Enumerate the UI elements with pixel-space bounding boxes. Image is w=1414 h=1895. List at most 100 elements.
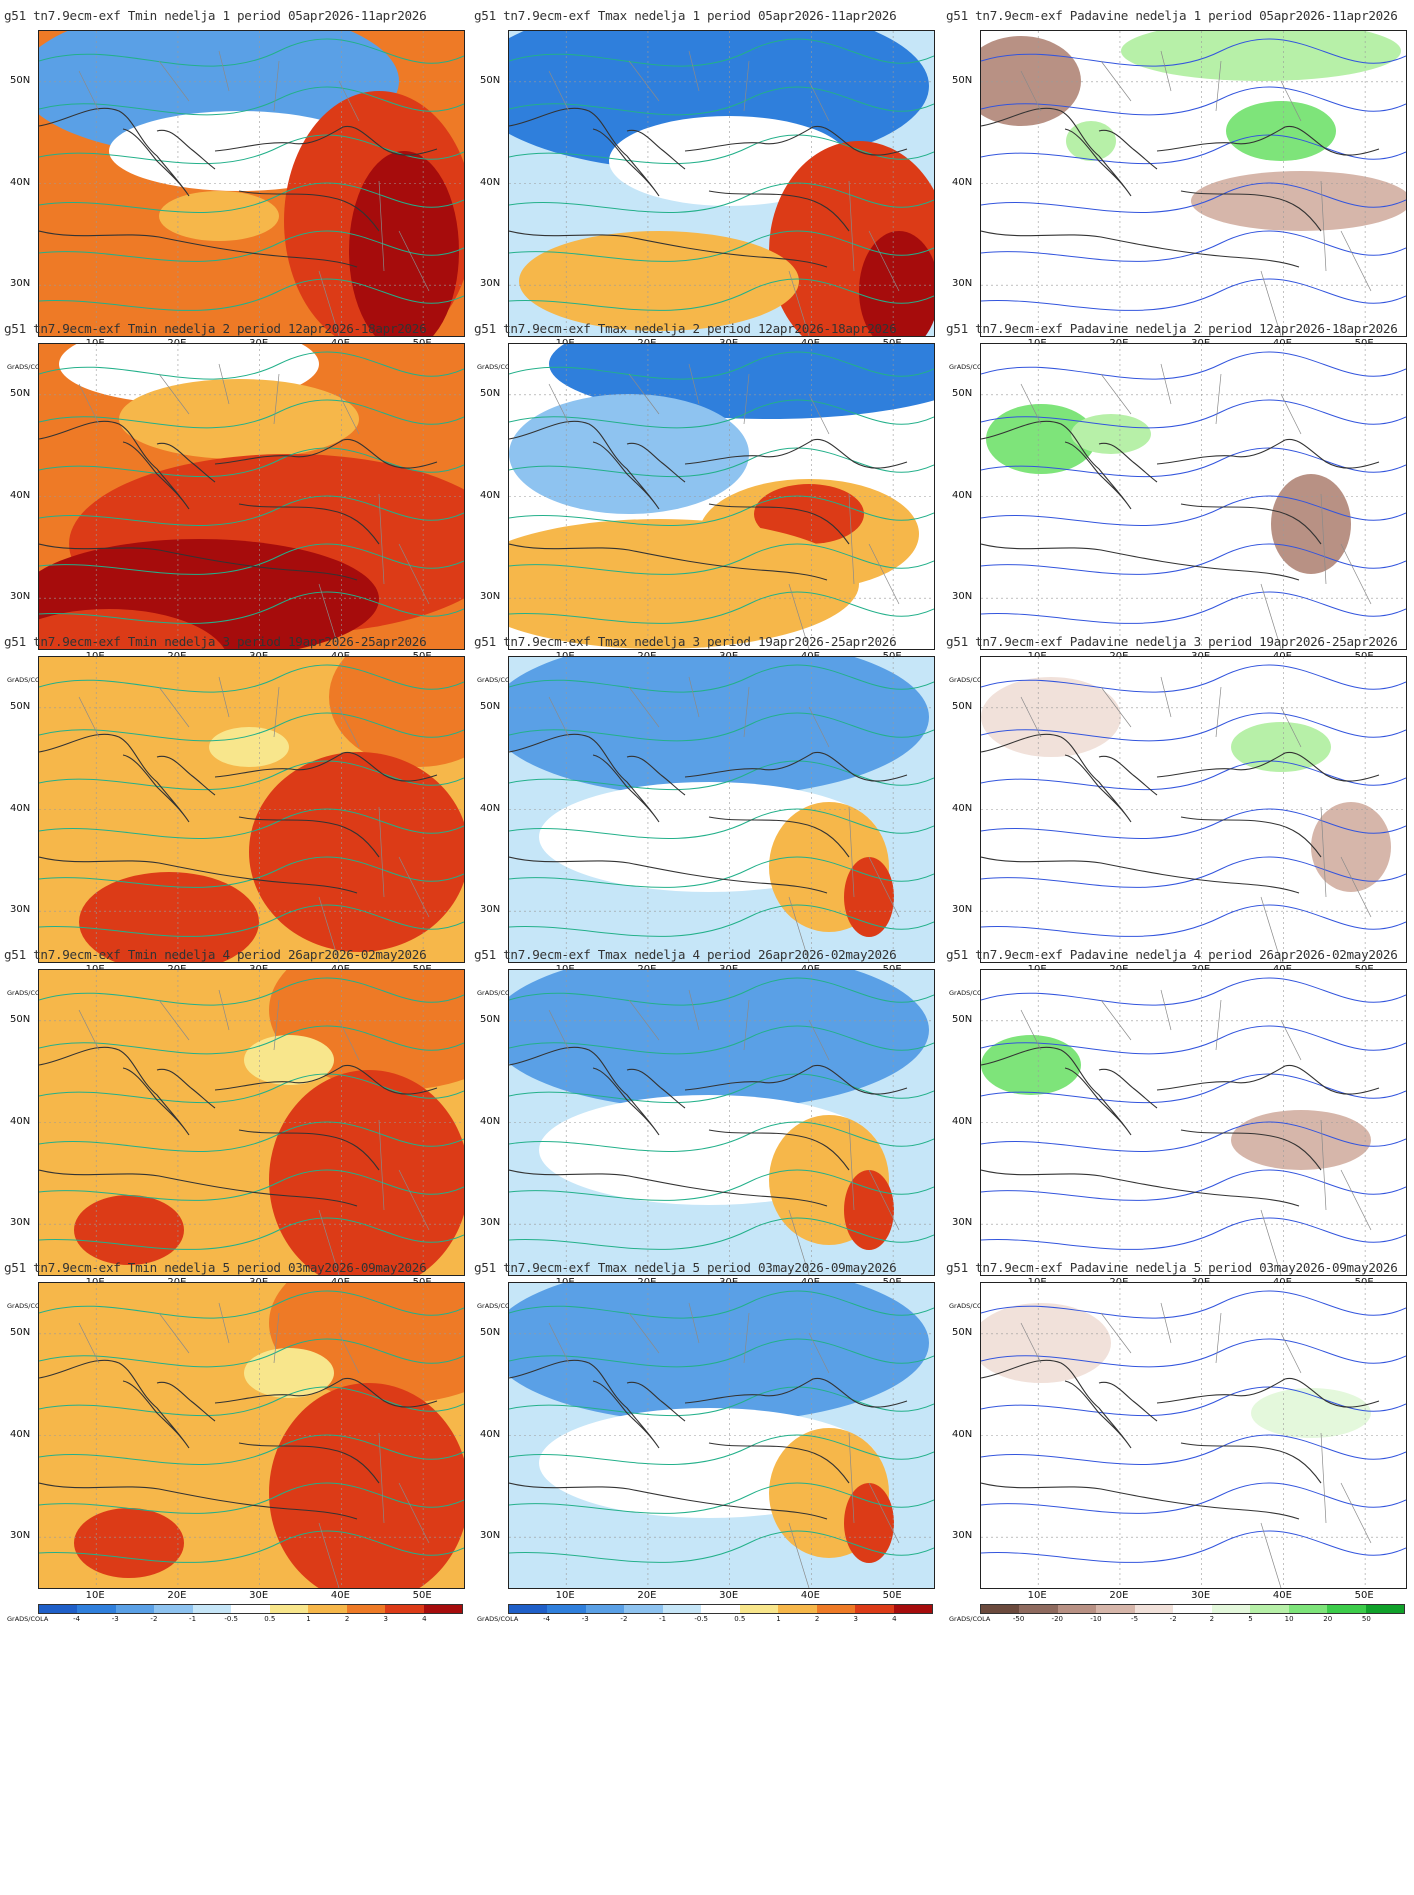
colorbar-label: -20 [1051, 1615, 1063, 1623]
colorbar-label: 2 [1209, 1615, 1215, 1623]
lon-label: 20E [1109, 1590, 1129, 1601]
colorbar-segment [893, 1605, 932, 1613]
lat-label: 30N [480, 591, 501, 603]
lat-label: 30N [952, 591, 973, 603]
panel-title: g51 tn7.9ecm-exf Tmax nedelja 5 period 0… [474, 1260, 897, 1275]
grads-credit: GrADS/COLA [7, 363, 49, 371]
map-panel-tmin-week-1: g51 tn7.9ecm-exf Tmin nedelja 1 period 0… [2, 2, 472, 381]
precip-colorbar [980, 1604, 1405, 1614]
colorbar-label: 0.5 [264, 1615, 276, 1623]
temp-colorbar [38, 1604, 463, 1614]
lat-label: 50N [480, 387, 501, 399]
map-panel-padavine-week-5: g51 tn7.9ecm-exf Padavine nedelja 5 peri… [944, 1254, 1414, 1633]
colorbar-label: -0.5 [694, 1615, 709, 1623]
colorbar-segment [77, 1605, 116, 1613]
colorbar-label: 3 [853, 1615, 858, 1623]
colorbar-segment [385, 1605, 424, 1613]
colorbar-label: 50 [1361, 1615, 1371, 1623]
lon-label: 10E [555, 1590, 575, 1601]
lat-label: 50N [952, 387, 973, 399]
lat-label: 40N [480, 802, 501, 814]
panel-title: g51 tn7.9ecm-exf Tmin nedelja 3 period 1… [4, 634, 427, 649]
lat-label: 30N [480, 904, 501, 916]
lat-label: 50N [10, 74, 31, 86]
lat-label: 50N [480, 1326, 501, 1338]
lat-label: 30N [10, 591, 31, 603]
lat-label: 50N [480, 74, 501, 86]
colorbar-segment [346, 1605, 386, 1613]
grads-credit: GrADS/COLA [7, 676, 49, 684]
map-area [508, 656, 935, 963]
colorbar-label: 1 [776, 1615, 781, 1623]
colorbar-label: -10 [1090, 1615, 1102, 1623]
colorbar-label: 1 [306, 1615, 311, 1623]
lat-label: 40N [10, 489, 31, 501]
colorbar-label: -0.5 [224, 1615, 239, 1623]
map-panel-tmax-week-2: g51 tn7.9ecm-exf Tmax nedelja 2 period 1… [472, 315, 942, 694]
colorbar-label: -4 [73, 1615, 81, 1623]
lat-label: 40N [480, 489, 501, 501]
grads-credit: GrADS/COLA [7, 989, 49, 997]
lat-label: 40N [952, 489, 973, 501]
lat-label: 30N [480, 1530, 501, 1542]
colorbar-label: 10 [1284, 1615, 1294, 1623]
lon-label: 30E [719, 1590, 739, 1601]
colorbar-segment [1211, 1605, 1251, 1613]
lon-label: 50E [412, 1590, 432, 1601]
grads-credit: GrADS/COLA [477, 1302, 519, 1310]
colorbar-label: 20 [1323, 1615, 1333, 1623]
panel-title: g51 tn7.9ecm-exf Padavine nedelja 5 peri… [946, 1260, 1398, 1275]
panel-title: g51 tn7.9ecm-exf Padavine nedelja 2 peri… [946, 321, 1398, 336]
colorbar-segment [585, 1605, 625, 1613]
grads-credit: GrADS/COLA [7, 1302, 49, 1310]
anomaly-field [39, 344, 464, 649]
map-panel-padavine-week-2: g51 tn7.9ecm-exf Padavine nedelja 2 peri… [944, 315, 1414, 694]
colorbar-segment [1173, 1605, 1212, 1613]
lon-label: 50E [1354, 1590, 1374, 1601]
lon-label: 40E [800, 1590, 820, 1601]
anomaly-field [509, 970, 934, 1275]
panel-title: g51 tn7.9ecm-exf Tmin nedelja 4 period 2… [4, 947, 427, 962]
colorbar-segment [816, 1605, 856, 1613]
panel-title: g51 tn7.9ecm-exf Padavine nedelja 4 peri… [946, 947, 1398, 962]
grads-credit: GrADS/COLA [949, 989, 991, 997]
lat-label: 40N [952, 176, 973, 188]
colorbar-label: -3 [581, 1615, 589, 1623]
lat-label: 30N [480, 278, 501, 290]
anomaly-field [39, 657, 464, 962]
grads-credit: GrADS/COLA [477, 989, 519, 997]
map-area [980, 1282, 1407, 1589]
colorbar-segment [423, 1605, 462, 1613]
panel-title: g51 tn7.9ecm-exf Tmin nedelja 5 period 0… [4, 1260, 427, 1275]
lat-label: 50N [480, 1013, 501, 1025]
lon-label: 10E [85, 1590, 105, 1601]
lat-label: 40N [10, 1428, 31, 1440]
lat-label: 30N [10, 904, 31, 916]
lat-label: 50N [10, 387, 31, 399]
lon-label: 30E [1191, 1590, 1211, 1601]
colorbar-label: -1 [659, 1615, 667, 1623]
map-panel-padavine-week-4: g51 tn7.9ecm-exf Padavine nedelja 4 peri… [944, 941, 1414, 1320]
map-area [38, 343, 465, 650]
colorbar-segment [624, 1605, 663, 1613]
colorbar-segment [1327, 1605, 1366, 1613]
map-area [38, 969, 465, 1276]
lat-label: 30N [10, 278, 31, 290]
panel-title: g51 tn7.9ecm-exf Padavine nedelja 1 peri… [946, 8, 1398, 23]
colorbar-label: -1 [189, 1615, 197, 1623]
lat-label: 50N [952, 1326, 973, 1338]
colorbar-label: -2 [150, 1615, 158, 1623]
colorbar-label: 4 [422, 1615, 427, 1623]
lat-label: 50N [10, 1013, 31, 1025]
lat-label: 50N [952, 700, 973, 712]
map-panel-tmax-week-5: g51 tn7.9ecm-exf Tmax nedelja 5 period 0… [472, 1254, 942, 1633]
lat-label: 30N [952, 904, 973, 916]
lat-label: 40N [480, 1428, 501, 1440]
grads-credit: GrADS/COLA [949, 1302, 991, 1310]
lat-label: 40N [10, 1115, 31, 1127]
panel-title: g51 tn7.9ecm-exf Padavine nedelja 3 peri… [946, 634, 1398, 649]
map-panel-tmin-week-4: g51 tn7.9ecm-exf Tmin nedelja 4 period 2… [2, 941, 472, 1320]
panel-title: g51 tn7.9ecm-exf Tmin nedelja 2 period 1… [4, 321, 427, 336]
lat-label: 50N [952, 1013, 973, 1025]
lat-label: 40N [480, 1115, 501, 1127]
